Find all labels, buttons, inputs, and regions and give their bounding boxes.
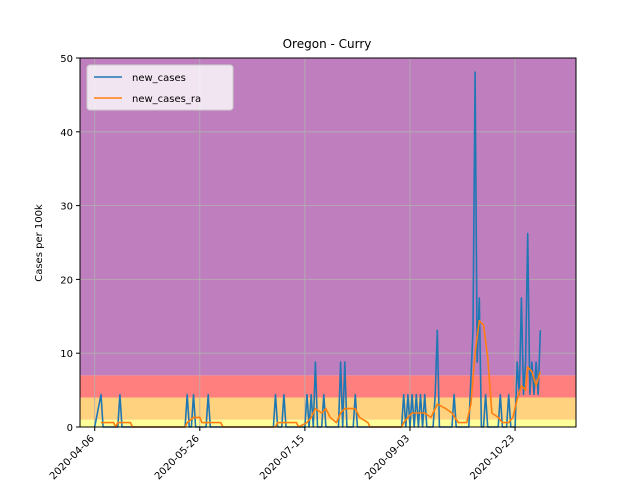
x-tick-label-2020-09-03: 2020-09-03: [363, 433, 412, 480]
band-2: [80, 375, 576, 398]
x-tick-label-2020-10-23: 2020-10-23: [468, 433, 517, 480]
y-tick-label-0: 0: [67, 423, 73, 434]
x-tick-label-2020-04-06: 2020-04-06: [48, 433, 97, 480]
y-tick-label-30: 30: [60, 202, 73, 213]
legend-label-new_cases_ra: new_cases_ra: [132, 94, 201, 105]
legend: new_cases new_cases_ra: [86, 64, 234, 111]
series-line-new_cases_ra: [101, 319, 542, 428]
x-tick-label-2020-07-15: 2020-07-15: [258, 433, 307, 480]
legend-label-new_cases: new_cases: [132, 73, 186, 84]
chart-title: Oregon - Curry: [283, 37, 372, 51]
y-tick-label-50: 50: [60, 54, 73, 65]
x-tick-label-2020-05-26: 2020-05-26: [153, 433, 202, 480]
band-3: [80, 58, 576, 376]
y-tick-label-20: 20: [60, 275, 73, 286]
y-tick-label-40: 40: [60, 128, 73, 139]
y-axis-label: Cases per 100k: [34, 204, 45, 282]
legend-box: [86, 64, 234, 111]
x-axis-ticks: 2020-04-06 2020-05-26 2020-07-15 2020-09-03…: [48, 427, 517, 480]
risk-bands: [80, 58, 576, 427]
y-axis-ticks: 0 10 20 30 40 50: [60, 54, 80, 434]
band-0: [80, 419, 576, 427]
y-tick-label-10: 10: [60, 349, 73, 360]
plot-frame: [79, 57, 577, 428]
